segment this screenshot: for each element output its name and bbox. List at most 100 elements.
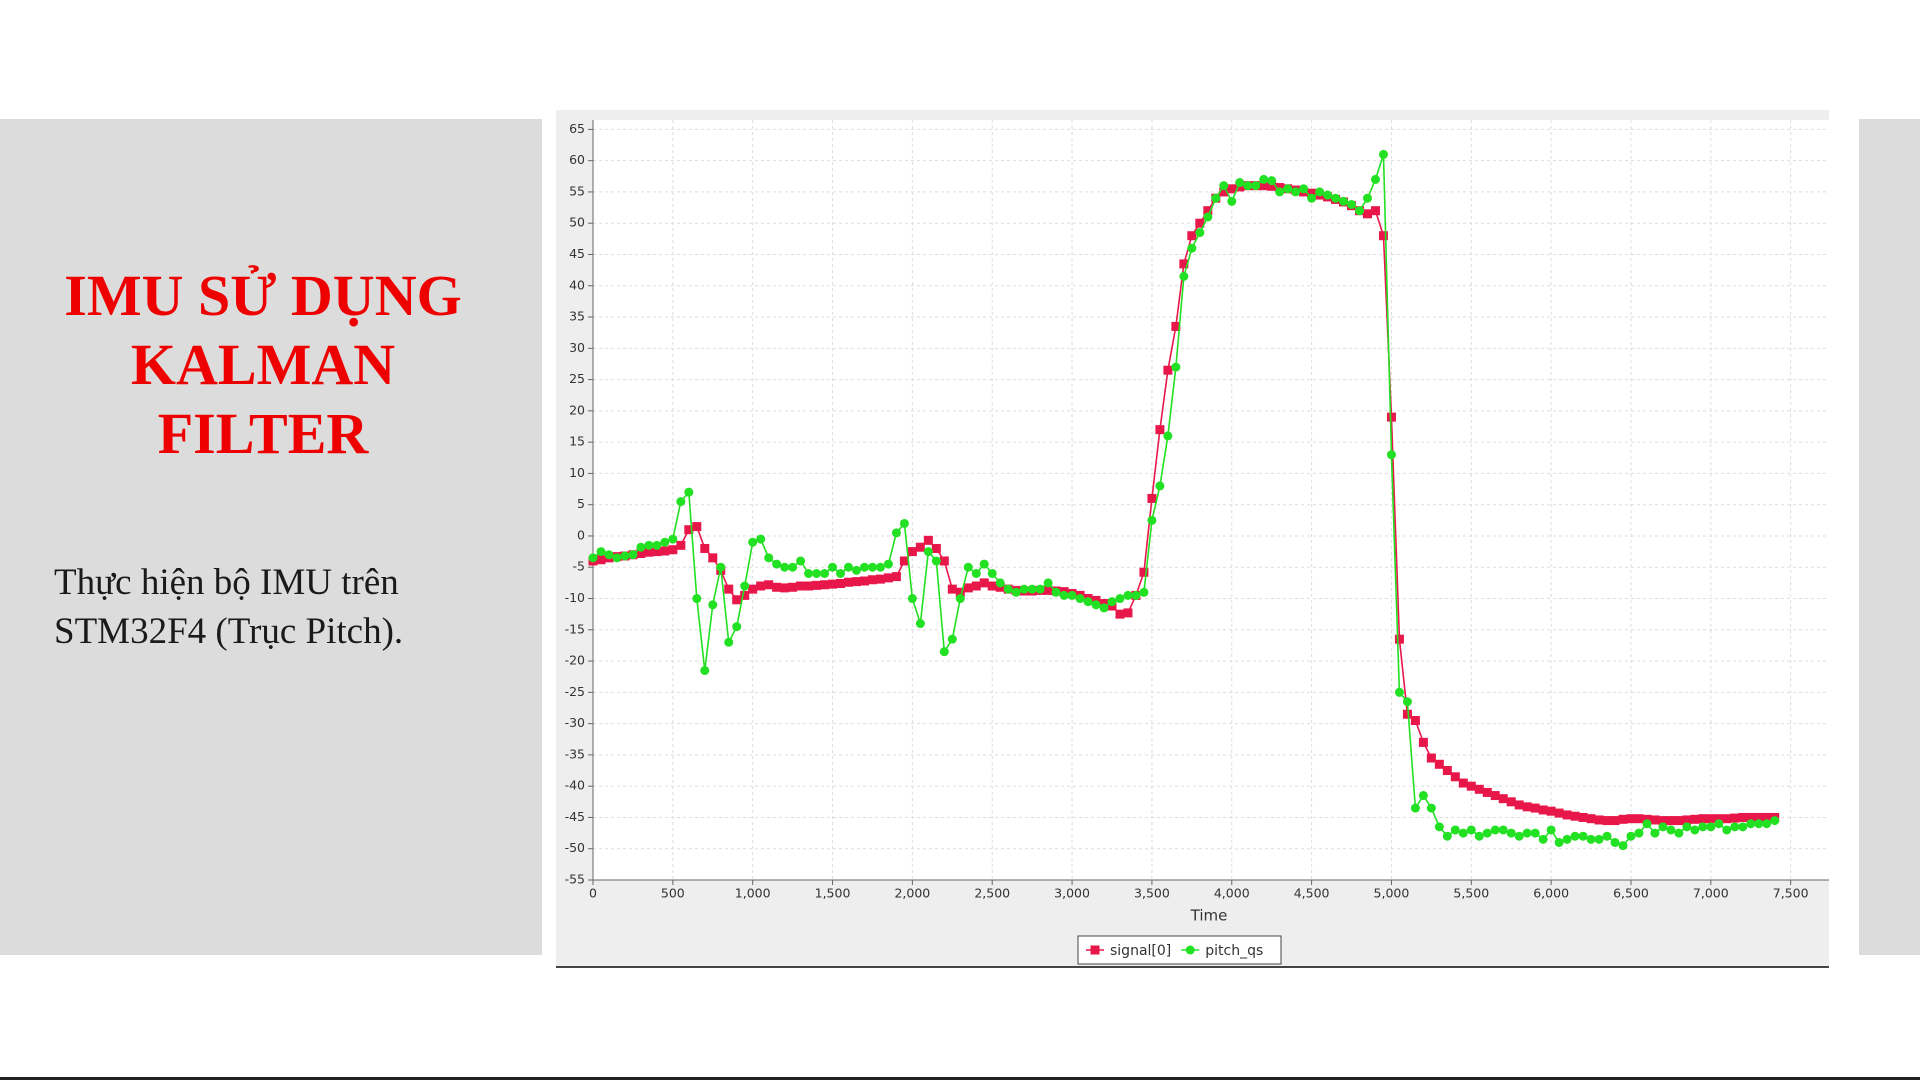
data-point (899, 556, 909, 566)
data-point (1674, 816, 1684, 826)
data-point (828, 562, 838, 572)
data-point (1378, 231, 1388, 241)
data-point (1011, 587, 1021, 597)
data-point (1506, 797, 1516, 807)
data-point (1698, 814, 1708, 824)
data-point (828, 579, 838, 589)
data-point (652, 547, 662, 557)
y-tick-label: -35 (565, 746, 585, 761)
y-tick-label: -40 (565, 778, 585, 793)
data-point (1730, 822, 1740, 832)
data-point (1219, 181, 1229, 191)
y-tick-label: 10 (569, 465, 585, 480)
data-point (1634, 828, 1644, 838)
data-point (716, 562, 726, 572)
data-point (1738, 812, 1748, 822)
data-point (1259, 181, 1269, 191)
data-point (1418, 791, 1428, 801)
data-point (660, 546, 670, 556)
data-point (1386, 450, 1396, 460)
y-tick-label: 65 (569, 121, 585, 136)
data-point (804, 581, 814, 591)
data-point (1067, 590, 1077, 600)
data-point (692, 594, 702, 604)
x-tick-label: 5,000 (1374, 886, 1410, 901)
data-point (1626, 814, 1636, 824)
data-point (1706, 814, 1716, 824)
data-point (1450, 825, 1460, 835)
data-point (1243, 181, 1253, 191)
data-point (1754, 812, 1764, 822)
y-tick-label: 60 (569, 152, 585, 167)
data-point (851, 577, 861, 587)
data-point (1059, 590, 1069, 600)
body-text-line: STM32F4 (Trục Pitch). (54, 611, 404, 652)
data-point (1347, 199, 1357, 209)
data-point (1195, 218, 1205, 228)
data-point (804, 568, 814, 578)
data-point (588, 553, 598, 563)
data-point (1458, 828, 1468, 838)
data-point (1442, 766, 1452, 776)
data-point (971, 581, 981, 591)
data-point (987, 581, 997, 591)
data-point (1762, 812, 1772, 822)
y-tick-label: -25 (565, 684, 585, 699)
data-point (748, 537, 758, 547)
data-point (1706, 822, 1716, 832)
data-point (947, 634, 957, 644)
data-point (1307, 193, 1317, 203)
data-point (907, 547, 917, 557)
y-tick-label: 50 (569, 215, 585, 230)
data-point (1139, 567, 1149, 577)
data-point (955, 594, 965, 604)
data-point (931, 543, 941, 553)
data-point (1498, 794, 1508, 804)
data-point (1123, 608, 1133, 618)
data-point (1378, 149, 1388, 159)
data-point (1283, 184, 1293, 194)
data-point (963, 562, 973, 572)
data-point (684, 525, 694, 535)
data-point (907, 594, 917, 604)
data-point (1195, 228, 1205, 238)
data-point (1562, 834, 1572, 844)
data-point (1267, 181, 1277, 191)
data-point (1634, 814, 1644, 824)
slide-title-line: IMU SỬ DỤNG (64, 263, 462, 328)
data-point (1147, 493, 1157, 503)
data-point (859, 576, 869, 586)
data-point (1586, 814, 1596, 824)
y-tick-label: 45 (569, 246, 585, 261)
x-tick-label: 5,500 (1453, 886, 1489, 901)
data-point (1674, 828, 1684, 838)
y-tick-label: 55 (569, 183, 585, 198)
data-point (820, 568, 830, 578)
data-point (923, 535, 933, 545)
data-point (1355, 206, 1365, 216)
data-point (1754, 819, 1764, 829)
data-point (1650, 828, 1660, 838)
y-tick-label: 40 (569, 277, 585, 292)
data-point (1051, 587, 1061, 597)
data-point (1179, 259, 1189, 269)
data-point (1570, 811, 1580, 821)
left-panel (0, 119, 542, 955)
data-point (1075, 594, 1085, 604)
data-point (636, 548, 646, 558)
data-point (1315, 187, 1325, 197)
data-point (780, 562, 790, 572)
data-point (1370, 206, 1380, 216)
data-point (1043, 585, 1053, 595)
data-point (1482, 787, 1492, 797)
data-point (1746, 812, 1756, 822)
data-point (1602, 831, 1612, 841)
data-point (684, 487, 694, 497)
data-point (1578, 831, 1588, 841)
data-point (1394, 687, 1404, 697)
data-point (844, 577, 854, 587)
x-tick-label: 0 (589, 886, 597, 901)
data-point (1035, 584, 1045, 594)
data-point (1466, 781, 1476, 791)
data-point (740, 581, 750, 591)
